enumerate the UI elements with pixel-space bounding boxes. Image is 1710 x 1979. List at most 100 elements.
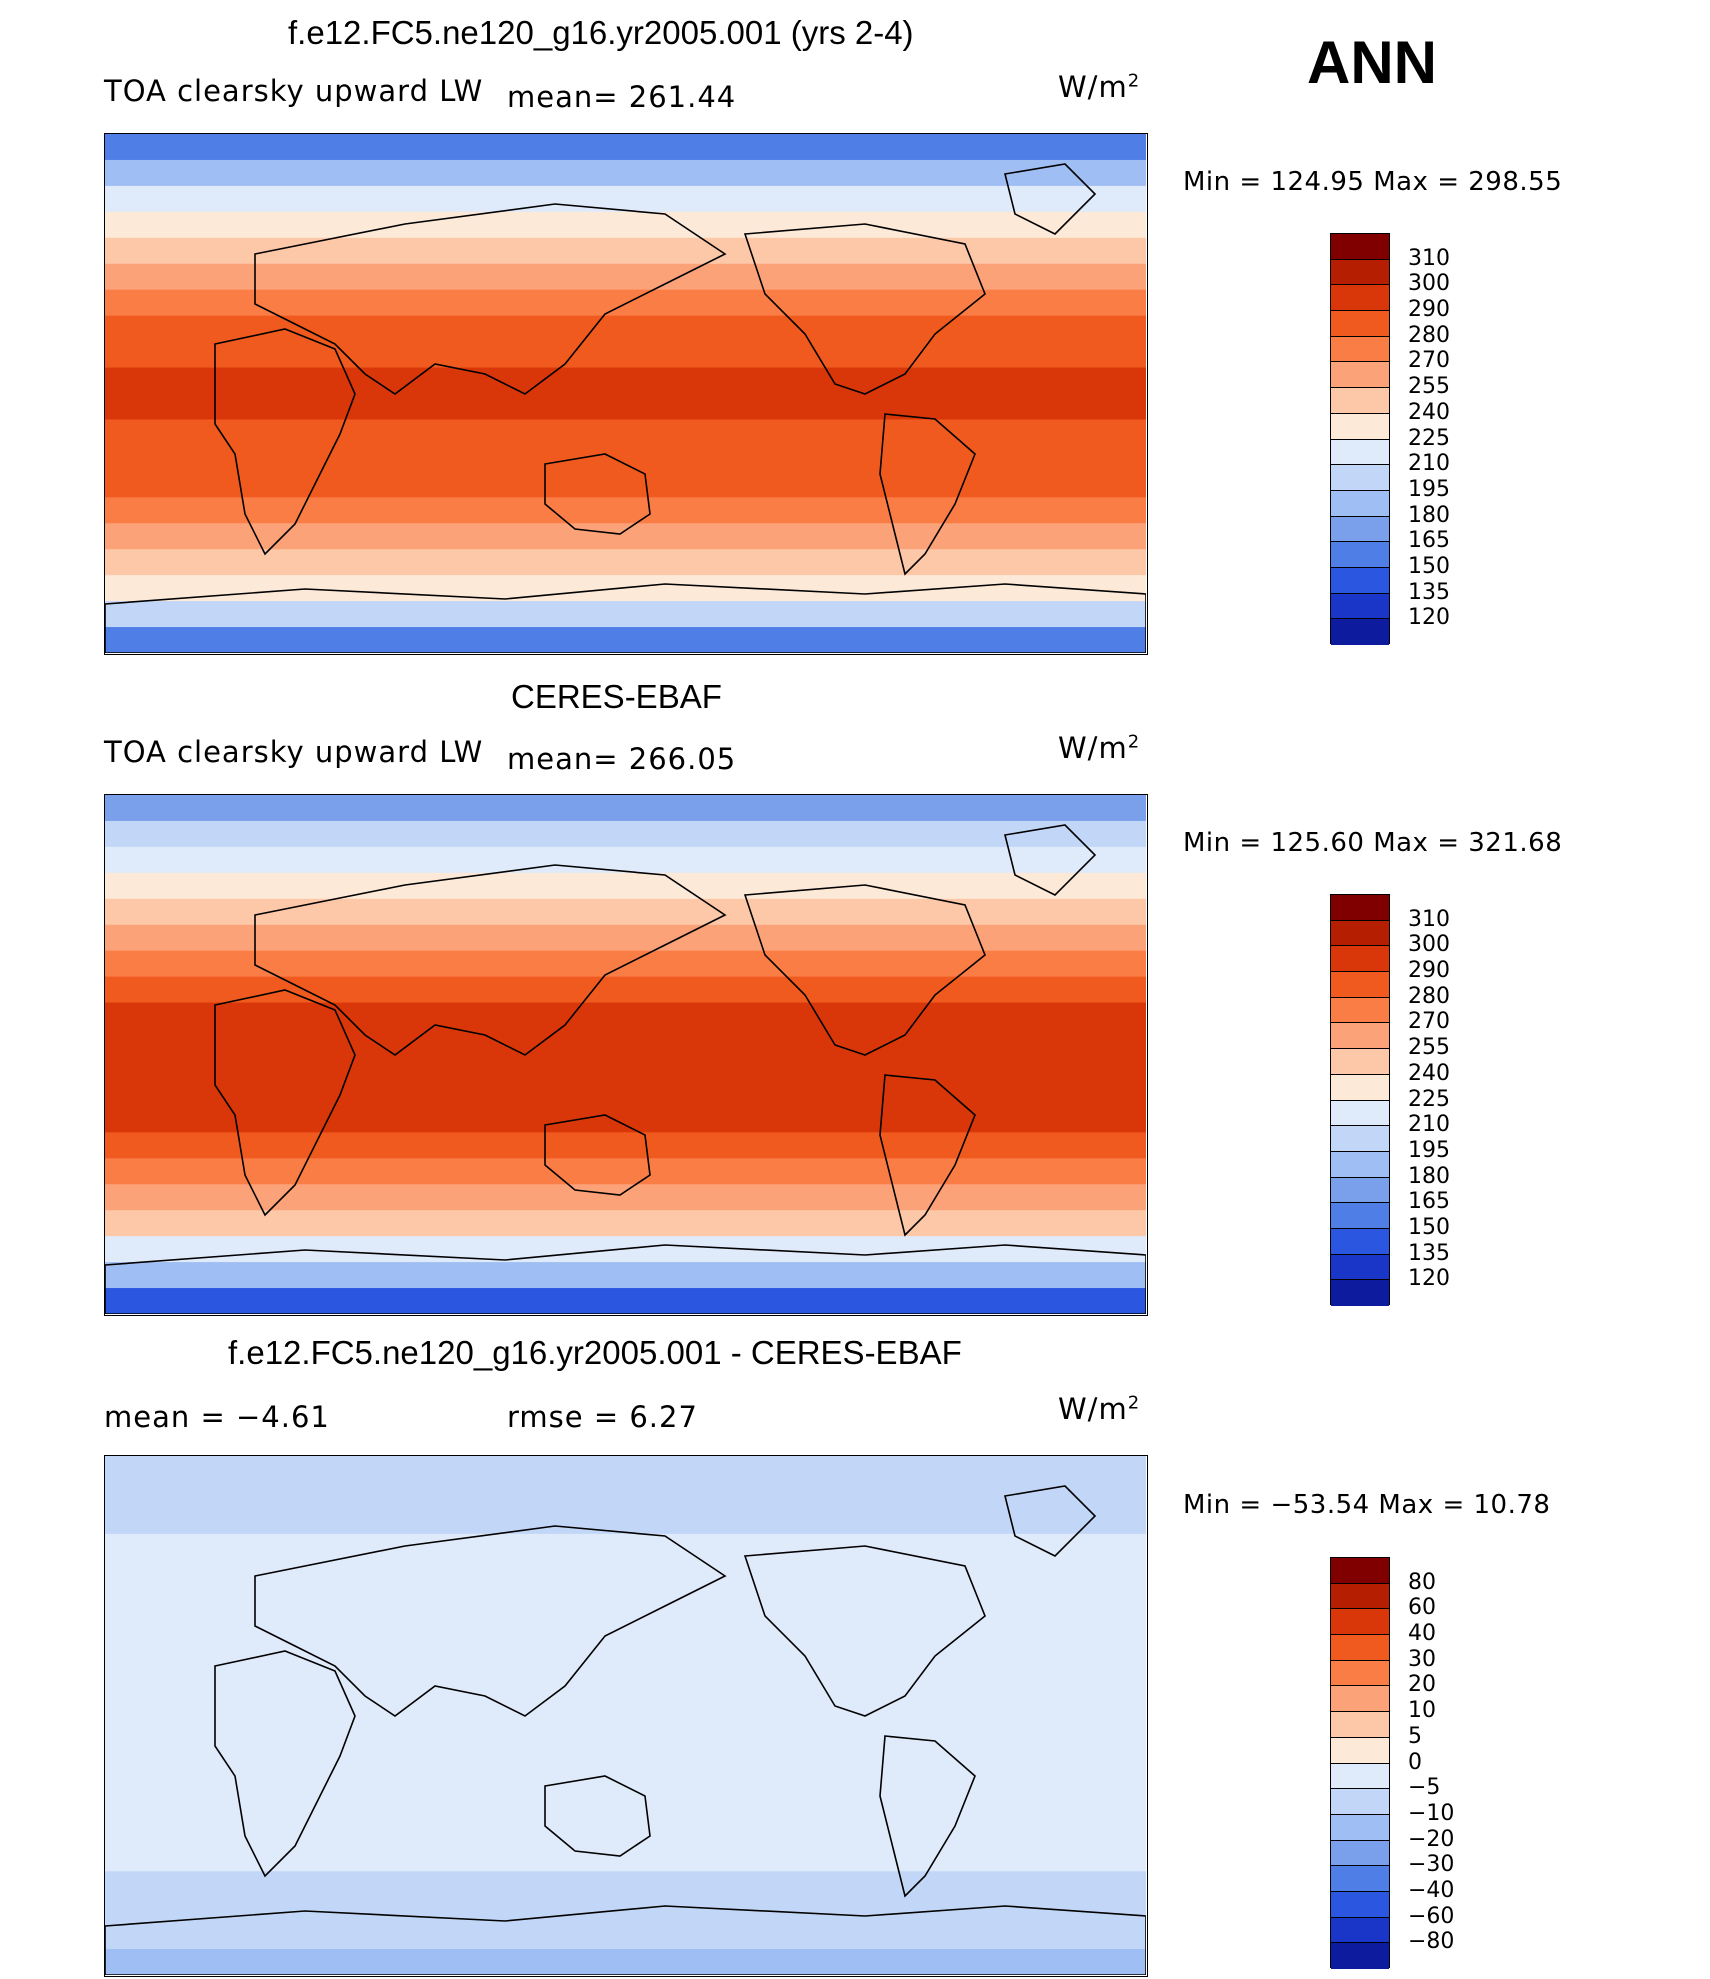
units-label: W/m2 bbox=[1058, 731, 1141, 765]
coastline bbox=[743, 884, 986, 1056]
latitude-band bbox=[105, 1819, 1146, 1847]
latitude-band bbox=[105, 134, 1146, 161]
map-diff bbox=[104, 1455, 1148, 1977]
colorbar-tick-label: 60 bbox=[1408, 1595, 1436, 1621]
latitude-band bbox=[105, 1923, 1146, 1951]
latitude-band bbox=[105, 445, 1146, 473]
latitude-band bbox=[105, 1481, 1146, 1509]
colorbar-tick-label: 135 bbox=[1408, 1240, 1450, 1266]
latitude-band bbox=[105, 601, 1146, 629]
colorbar-swatch bbox=[1331, 1100, 1389, 1127]
colorbar-tick-label: 165 bbox=[1408, 528, 1450, 554]
colorbar-tick-label: 120 bbox=[1408, 605, 1450, 631]
colorbar-swatch bbox=[1331, 1074, 1389, 1101]
coastline bbox=[254, 1525, 727, 1717]
colorbar-swatch bbox=[1331, 1840, 1389, 1867]
colorbar-swatch bbox=[1331, 1866, 1389, 1892]
latitude-band bbox=[105, 872, 1146, 900]
latitude-band bbox=[105, 159, 1146, 187]
colorbar-obs bbox=[1330, 894, 1390, 1306]
latitude-band bbox=[105, 419, 1146, 447]
colorbar-swatch bbox=[1331, 972, 1389, 998]
colorbar-tick-label: 180 bbox=[1408, 1163, 1450, 1189]
colorbar-tick-label: 255 bbox=[1408, 374, 1450, 400]
coastline bbox=[544, 453, 651, 535]
latitude-band bbox=[105, 820, 1146, 848]
latitude-band bbox=[105, 1210, 1146, 1238]
colorbar-tick-label: −30 bbox=[1408, 1852, 1455, 1878]
map-field bbox=[105, 795, 1146, 1314]
coastline bbox=[254, 864, 727, 1056]
latitude-band bbox=[105, 1456, 1146, 1483]
colorbar-swatch bbox=[1331, 997, 1389, 1024]
colorbar-swatch bbox=[1331, 259, 1389, 286]
colorbar-swatch bbox=[1331, 1917, 1389, 1944]
colorbar-tick-label: 280 bbox=[1408, 322, 1450, 348]
latitude-band bbox=[105, 1793, 1146, 1821]
latitude-band bbox=[105, 1767, 1146, 1795]
colorbar-swatch bbox=[1331, 465, 1389, 491]
latitude-band bbox=[105, 367, 1146, 395]
colorbar-tick-label: 240 bbox=[1408, 1060, 1450, 1086]
coastline bbox=[879, 1074, 976, 1237]
colorbar-swatch bbox=[1331, 1635, 1389, 1661]
latitude-band bbox=[105, 237, 1146, 265]
minmax-label: Min = 125.60 Max = 321.68 bbox=[1183, 828, 1563, 858]
colorbar-swatch bbox=[1331, 1254, 1389, 1281]
colorbar-tick-label: −10 bbox=[1408, 1800, 1455, 1826]
panel-title-obs: CERES-EBAF bbox=[511, 678, 722, 715]
colorbar-swatch bbox=[1331, 1737, 1389, 1764]
latitude-band bbox=[105, 1715, 1146, 1743]
latitude-band bbox=[105, 393, 1146, 421]
colorbar-swatch bbox=[1331, 388, 1389, 414]
colorbar-swatch bbox=[1331, 1177, 1389, 1204]
latitude-band bbox=[105, 1132, 1146, 1160]
colorbar-tick-label: 80 bbox=[1408, 1569, 1436, 1595]
coastline bbox=[105, 1244, 1146, 1314]
colorbar-swatch bbox=[1331, 1023, 1389, 1050]
colorbar-tick-label: 150 bbox=[1408, 1214, 1450, 1240]
colorbar-tick-label: 20 bbox=[1408, 1672, 1436, 1698]
colorbar-swatch bbox=[1331, 1763, 1389, 1790]
colorbar-swatch bbox=[1331, 619, 1389, 645]
latitude-band bbox=[105, 846, 1146, 874]
panel-mean-label: mean = −4.61 bbox=[104, 1400, 330, 1434]
colorbar-swatch bbox=[1331, 1280, 1389, 1306]
colorbar-tick-label: 195 bbox=[1408, 1137, 1450, 1163]
latitude-band bbox=[105, 549, 1146, 577]
coastline bbox=[105, 1905, 1146, 1975]
colorbar-tick-label: 300 bbox=[1408, 932, 1450, 958]
latitude-band bbox=[105, 1845, 1146, 1873]
colorbar-tick-label: 195 bbox=[1408, 476, 1450, 502]
colorbar-swatch bbox=[1331, 1583, 1389, 1610]
colorbar-tick-label: 240 bbox=[1408, 399, 1450, 425]
colorbar-tick-label: −20 bbox=[1408, 1826, 1455, 1852]
coastline bbox=[105, 583, 1146, 653]
latitude-band bbox=[105, 185, 1146, 213]
latitude-band bbox=[105, 497, 1146, 525]
colorbar-tick-label: 210 bbox=[1408, 1112, 1450, 1138]
latitude-band bbox=[105, 1507, 1146, 1535]
colorbar-swatch bbox=[1331, 1558, 1389, 1584]
colorbar-swatch bbox=[1331, 1814, 1389, 1841]
colorbar-diff bbox=[1330, 1557, 1390, 1969]
colorbar-swatch bbox=[1331, 1151, 1389, 1178]
latitude-band bbox=[105, 1080, 1146, 1108]
latitude-band bbox=[105, 1106, 1146, 1134]
latitude-band bbox=[105, 1262, 1146, 1290]
colorbar-swatch bbox=[1331, 946, 1389, 973]
coastline bbox=[214, 1650, 356, 1878]
colorbar-swatch bbox=[1331, 490, 1389, 517]
colorbar-swatch bbox=[1331, 336, 1389, 363]
latitude-band bbox=[105, 1158, 1146, 1186]
colorbar-tick-label: 120 bbox=[1408, 1266, 1450, 1292]
colorbar-tick-label: 30 bbox=[1408, 1646, 1436, 1672]
latitude-band bbox=[105, 523, 1146, 551]
colorbar-swatch bbox=[1331, 920, 1389, 947]
panel-title-diff: f.e12.FC5.ne120_g16.yr2005.001 - CERES-E… bbox=[228, 1334, 962, 1371]
latitude-band bbox=[105, 1585, 1146, 1613]
colorbar-tick-label: 225 bbox=[1408, 425, 1450, 451]
colorbar-swatch bbox=[1331, 1943, 1389, 1969]
coastline bbox=[1004, 824, 1097, 896]
panel-mean-label: mean= 261.44 bbox=[507, 80, 737, 114]
